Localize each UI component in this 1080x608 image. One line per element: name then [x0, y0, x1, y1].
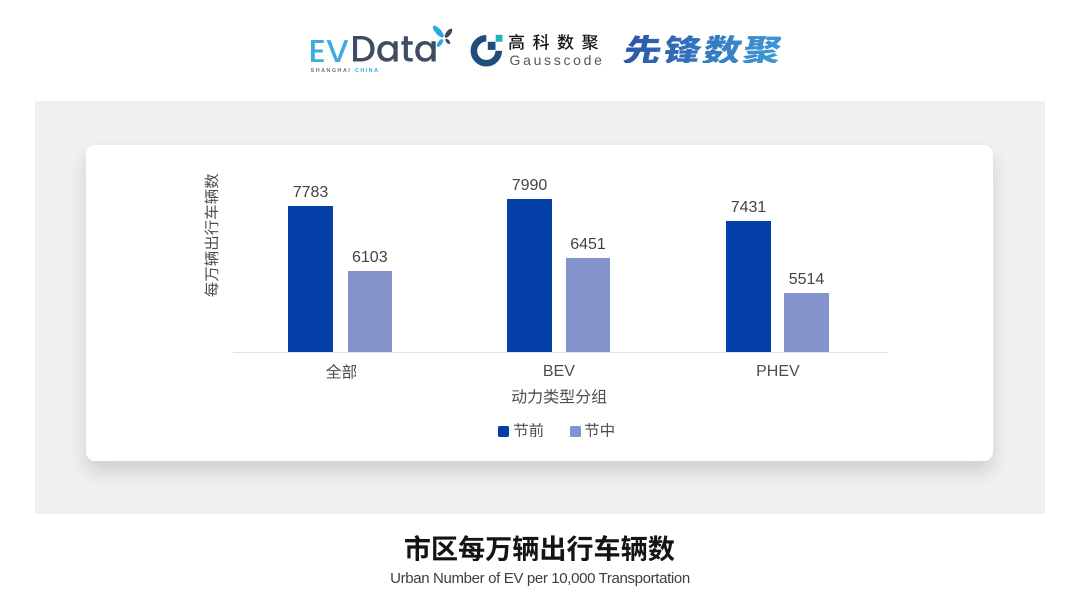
svg-text:CHINA: CHINA: [355, 68, 380, 74]
svg-text:Gausscode: Gausscode: [510, 52, 605, 68]
svg-text:SHANGHAI: SHANGHAI: [311, 68, 352, 74]
